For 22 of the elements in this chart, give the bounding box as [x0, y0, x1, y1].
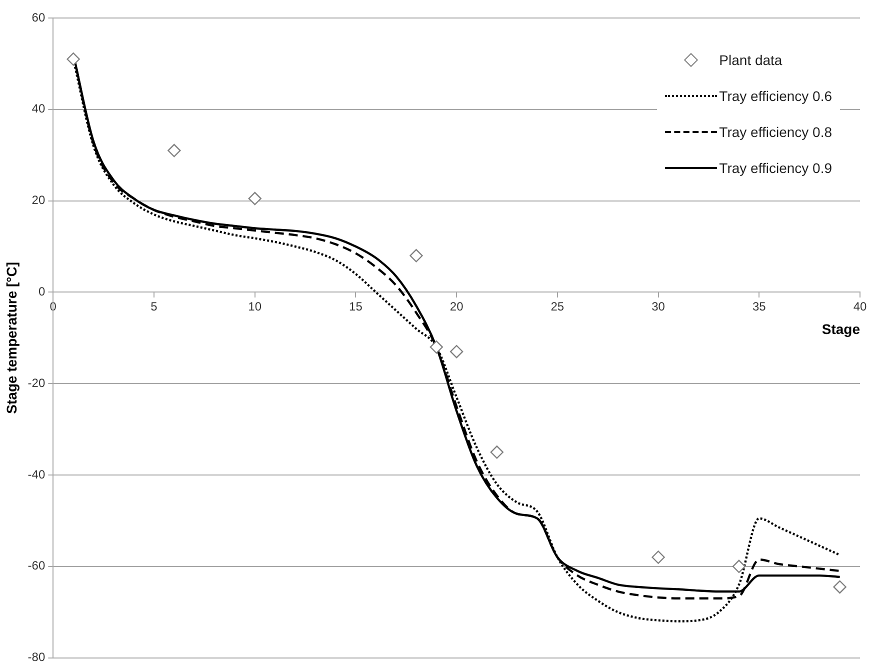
- y-tick-label: 60: [32, 10, 46, 24]
- x-tick-label: 25: [550, 300, 564, 314]
- y-tick-label: -80: [28, 650, 46, 664]
- x-tick-label: 15: [349, 300, 363, 314]
- y-tick-label: -60: [28, 558, 46, 573]
- legend-label: Tray efficiency 0.6: [719, 88, 832, 104]
- x-tick-label: 40: [853, 300, 867, 314]
- x-tick-label: 35: [752, 300, 766, 314]
- x-axis-title: Stage: [822, 320, 860, 337]
- legend-label: Tray efficiency 0.8: [719, 124, 832, 140]
- x-tick-label: 20: [450, 300, 464, 314]
- y-tick-label: -20: [28, 376, 46, 390]
- y-tick-label: -40: [28, 467, 46, 482]
- legend-label: Plant data: [719, 52, 782, 68]
- x-tick-label: 5: [150, 300, 158, 314]
- y-axis-title: Stage temperature [°C]: [3, 262, 20, 414]
- x-tick-label: 10: [248, 300, 262, 314]
- legend-label: Tray efficiency 0.9: [719, 160, 832, 176]
- y-tick-label: 0: [38, 284, 46, 299]
- y-tick-label: 40: [32, 102, 46, 116]
- x-tick-label: 30: [652, 300, 666, 314]
- y-tick-label: 20: [32, 193, 46, 208]
